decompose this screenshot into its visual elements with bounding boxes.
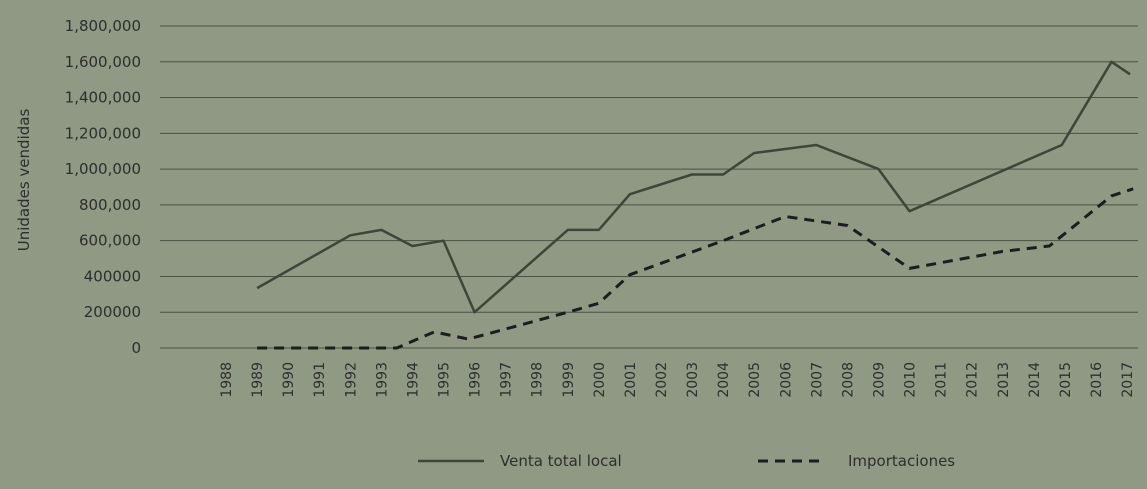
y-tick-label: 800,000 [79, 196, 141, 214]
x-tick-label: 2015 [1058, 362, 1074, 398]
x-tick-label: 1992 [343, 362, 359, 398]
x-tick-label: 1998 [530, 362, 546, 398]
x-tick-label: 2003 [685, 362, 701, 398]
x-tick-label: 2002 [654, 362, 670, 398]
x-tick-label: 1988 [219, 362, 235, 398]
x-tick-label: 1989 [250, 362, 266, 398]
x-tick-label: 1990 [281, 362, 297, 398]
x-tick-label: 1991 [312, 362, 328, 398]
x-tick-label: 2007 [809, 362, 825, 398]
x-tick-label: 2006 [778, 362, 794, 398]
x-tick-label: 1996 [468, 362, 484, 398]
y-tick-label: 0 [131, 339, 141, 357]
y-tick-label: 600,000 [79, 232, 141, 250]
legend: Venta total local Importaciones [418, 452, 955, 470]
x-tick-label: 2000 [592, 362, 608, 398]
x-tick-label: 2005 [747, 362, 763, 398]
x-tick-label: 2008 [840, 362, 856, 398]
y-tick-label: 1,000,000 [65, 160, 141, 178]
y-tick-label: 200000 [84, 303, 141, 321]
y-tick-label: 1,800,000 [65, 17, 141, 35]
x-tick-label: 1994 [405, 362, 421, 398]
y-tick-label: 1,400,000 [65, 89, 141, 107]
x-tick-label: 2011 [934, 362, 950, 398]
y-axis-ticks: 0 200000 400000 600,000 800,000 1,000,000 1,20… [65, 17, 141, 357]
x-tick-label: 2010 [903, 362, 919, 398]
x-tick-label: 2009 [871, 362, 887, 398]
x-tick-label: 1995 [436, 362, 452, 398]
y-tick-label: 1,200,000 [65, 124, 141, 142]
x-tick-label: 1999 [561, 362, 577, 398]
x-tick-label: 2013 [996, 362, 1012, 398]
x-tick-label: 2016 [1089, 362, 1105, 398]
x-axis-ticks: 1988 1989 1990 1991 1992 1993 1994 1995 1996 1997… [219, 362, 1136, 398]
y-tick-label: 1,600,000 [65, 53, 141, 71]
gridlines [160, 25, 1138, 349]
y-tick-label: 400000 [84, 267, 141, 285]
x-tick-label: 2004 [716, 362, 732, 398]
x-tick-label: 1997 [499, 362, 515, 398]
legend-label-venta: Venta total local [500, 452, 622, 470]
series-lines [256, 60, 1134, 350]
series-line-venta-total-local [256, 60, 1131, 314]
x-tick-label: 2012 [965, 362, 981, 398]
legend-label-importaciones: Importaciones [848, 452, 955, 470]
x-tick-label: 2014 [1027, 362, 1043, 398]
series-line-importaciones [257, 187, 1134, 350]
x-tick-label: 2017 [1120, 362, 1136, 398]
y-axis-label: Unidades vendidas [15, 109, 33, 252]
x-tick-label: 1993 [374, 362, 390, 398]
x-tick-label: 2001 [623, 362, 639, 398]
